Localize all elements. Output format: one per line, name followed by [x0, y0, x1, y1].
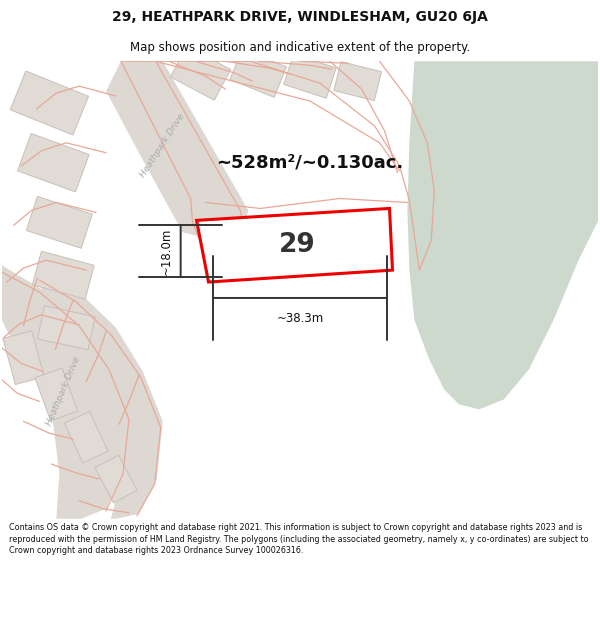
Polygon shape [64, 411, 108, 463]
Text: ~38.3m: ~38.3m [277, 312, 323, 325]
Polygon shape [35, 368, 78, 421]
Polygon shape [10, 71, 89, 135]
Text: Heathpark Drive: Heathpark Drive [139, 112, 187, 179]
Polygon shape [334, 62, 382, 101]
Polygon shape [355, 61, 598, 409]
Polygon shape [37, 272, 163, 519]
Text: Map shows position and indicative extent of the property.: Map shows position and indicative extent… [130, 41, 470, 54]
Polygon shape [197, 209, 392, 282]
Polygon shape [17, 134, 89, 192]
Text: Heathpark Drive: Heathpark Drive [44, 356, 82, 428]
Polygon shape [26, 196, 92, 248]
Text: Contains OS data © Crown copyright and database right 2021. This information is : Contains OS data © Crown copyright and d… [9, 523, 589, 556]
Text: ~18.0m: ~18.0m [160, 228, 173, 275]
Polygon shape [95, 455, 137, 503]
Polygon shape [230, 49, 287, 98]
Polygon shape [170, 46, 230, 100]
Polygon shape [32, 251, 94, 299]
Polygon shape [2, 265, 129, 519]
Text: 29, HEATHPARK DRIVE, WINDLESHAM, GU20 6JA: 29, HEATHPARK DRIVE, WINDLESHAM, GU20 6J… [112, 10, 488, 24]
Text: 29: 29 [278, 232, 315, 258]
Polygon shape [284, 54, 336, 98]
Polygon shape [106, 61, 248, 243]
Polygon shape [37, 306, 95, 350]
Polygon shape [3, 331, 44, 384]
Text: ~528m²/~0.130ac.: ~528m²/~0.130ac. [217, 154, 404, 172]
